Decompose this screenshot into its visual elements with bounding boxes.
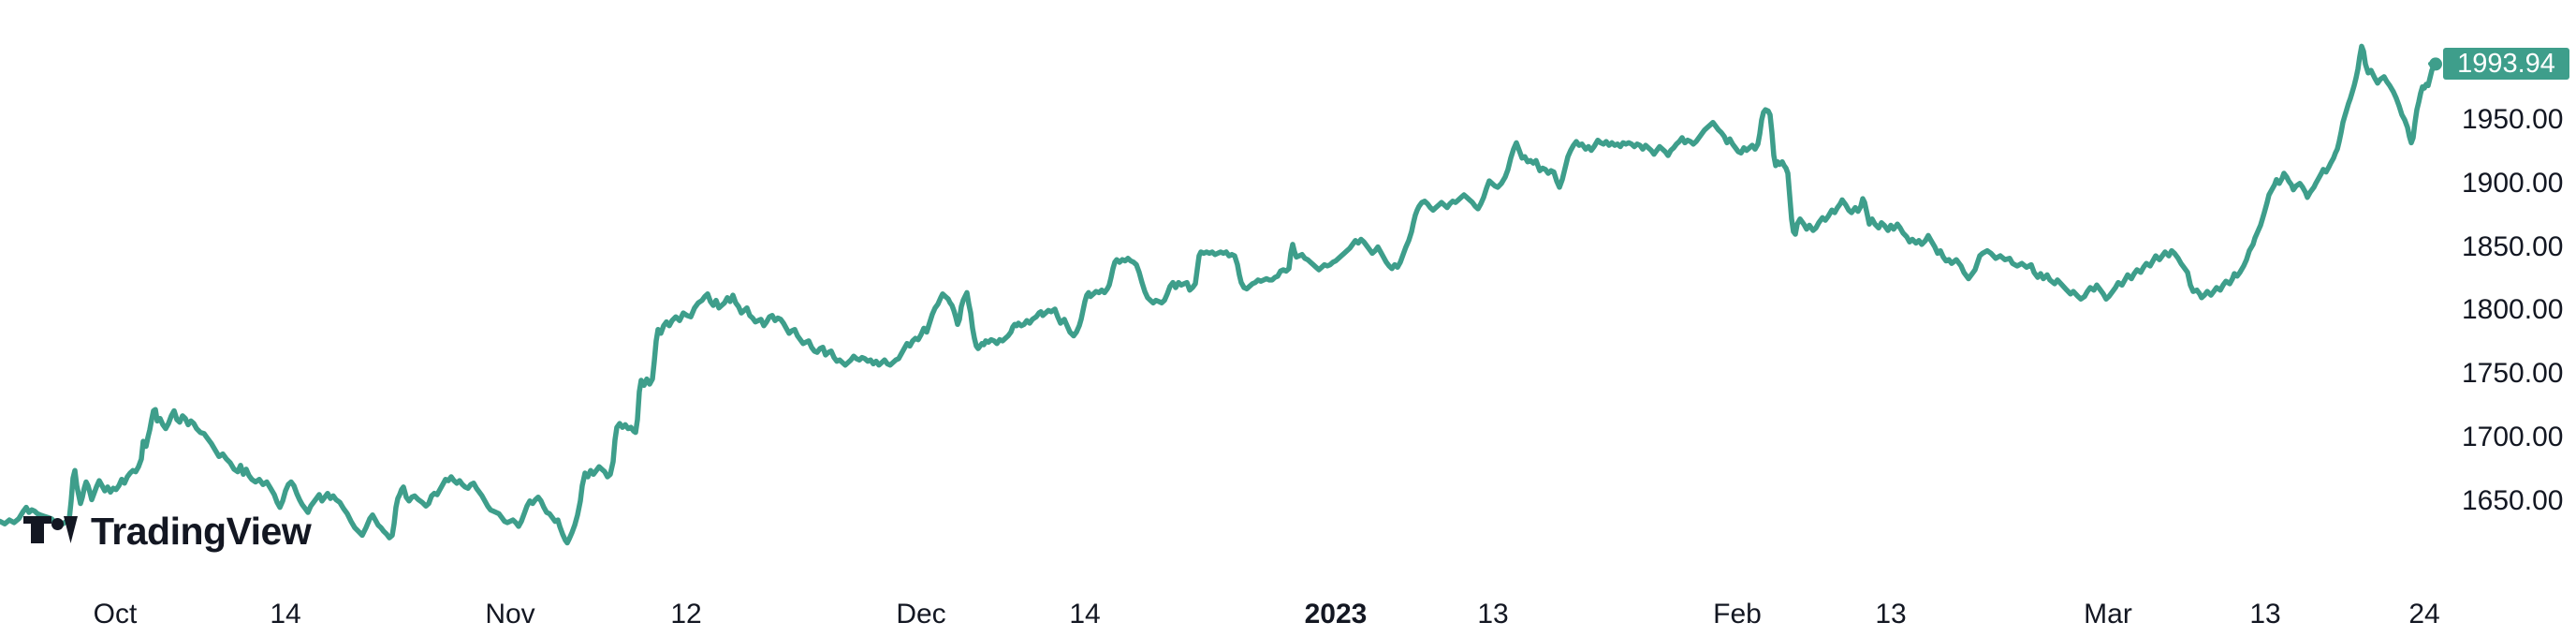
tradingview-logo-icon [23, 516, 78, 543]
price-axis-label: 1750.00 [2462, 358, 2564, 389]
time-axis-label: 13 [1477, 599, 1509, 630]
time-axis-label: 13 [2249, 599, 2281, 630]
time-axis-label: 24 [2408, 599, 2440, 630]
price-line [0, 43, 2438, 546]
tradingview-logo-text: TradingView [91, 510, 312, 553]
time-axis-label: 12 [670, 599, 702, 630]
price-axis-label: 1850.00 [2462, 231, 2564, 262]
tradingview-logo[interactable]: TradingView [23, 512, 312, 551]
time-axis-label: Dec [896, 599, 946, 630]
last-price-tick [2428, 62, 2441, 66]
time-axis-label: 13 [1875, 599, 1907, 630]
price-axis-label: 1950.00 [2462, 104, 2564, 135]
time-axis-label: Feb [1713, 599, 1762, 630]
price-axis-label: 1700.00 [2462, 422, 2564, 452]
time-axis-label: Oct [93, 599, 138, 630]
price-axis-label: 1800.00 [2462, 294, 2564, 325]
price-axis-label: 1900.00 [2462, 168, 2564, 199]
time-axis-label: Mar [2084, 599, 2132, 630]
time-axis-label: 2023 [1304, 599, 1368, 630]
price-axis-label: 1650.00 [2462, 485, 2564, 516]
time-axis-label: 14 [1069, 599, 1101, 630]
time-axis-label: Nov [485, 599, 535, 630]
last-price-badge: 1993.94 [2443, 48, 2569, 80]
time-axis-label: 14 [270, 599, 301, 630]
last-price-label: 1993.94 [2457, 48, 2555, 79]
